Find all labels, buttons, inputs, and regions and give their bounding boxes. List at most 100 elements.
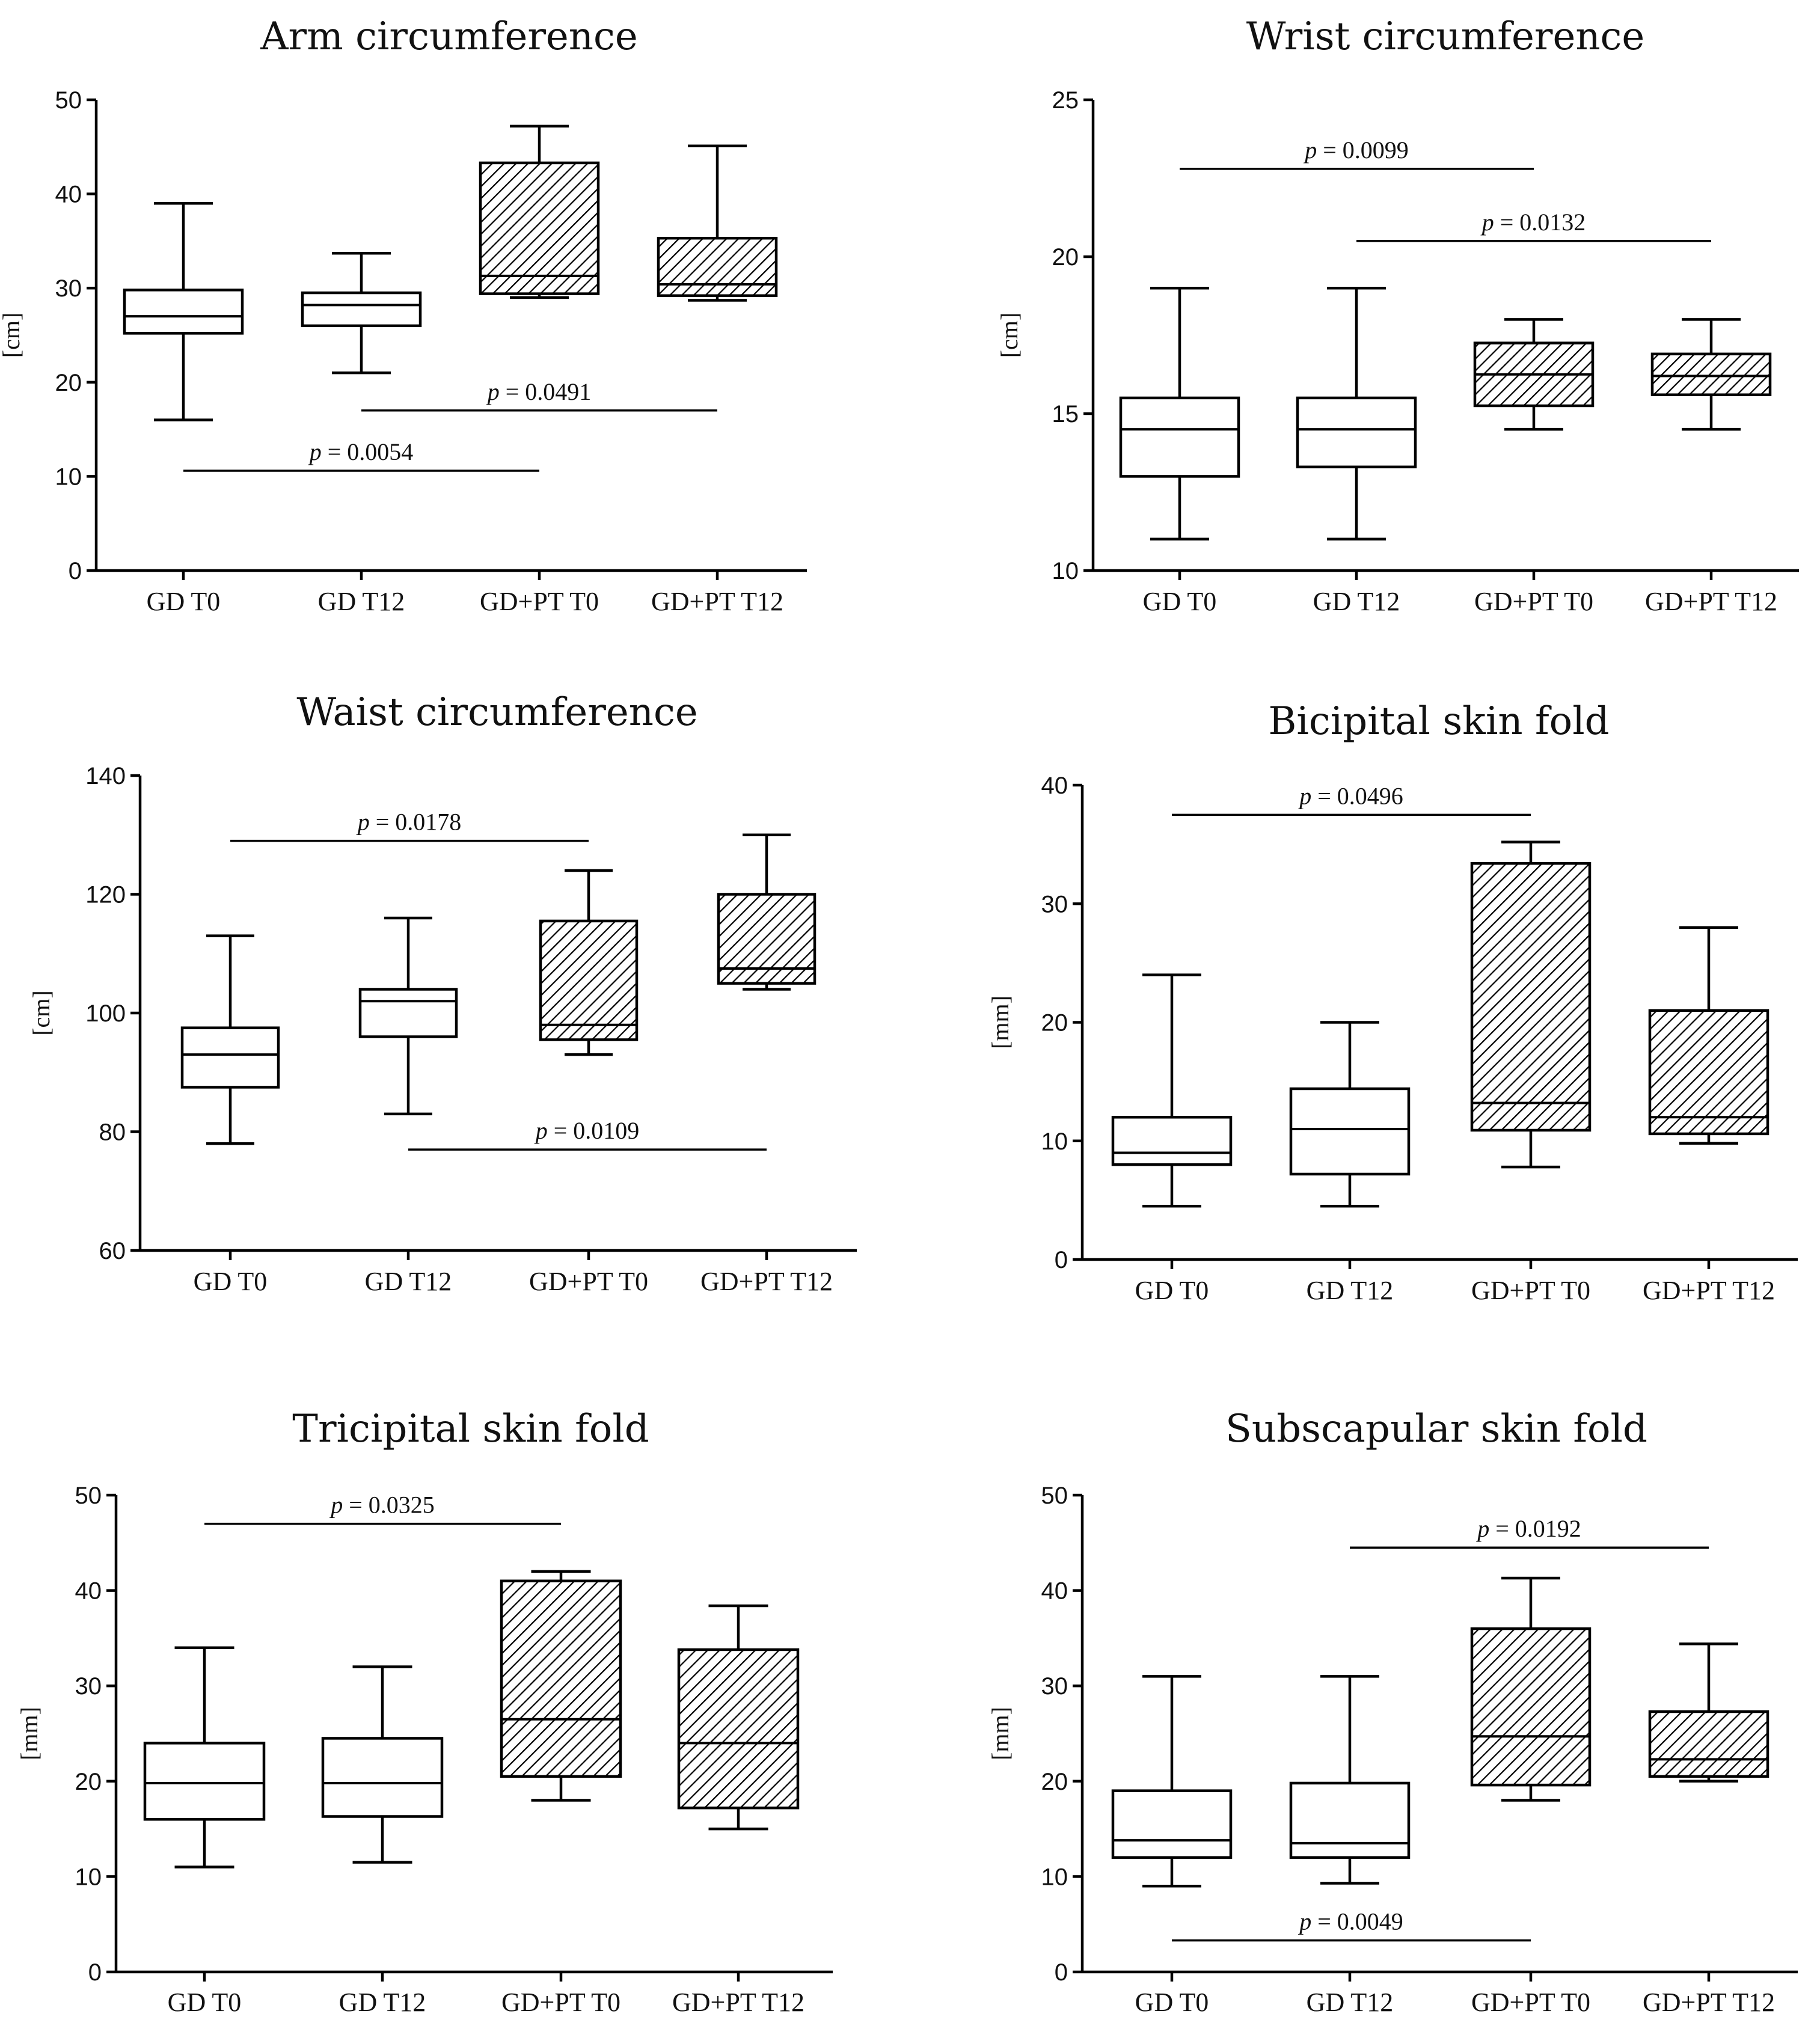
box-body <box>1289 1781 1411 1859</box>
chart-title: Wrist circumference <box>1246 14 1645 59</box>
y-axis-label: [mm] <box>987 1707 1014 1760</box>
box-gd-pt-t0 <box>500 1570 622 1802</box>
y-tick-label: 10 <box>1041 1128 1068 1155</box>
p-value-label: p = 0.0178 <box>356 809 462 836</box>
x-tick-label: GD+PT T0 <box>1471 1276 1590 1305</box>
x-tick-label: GD T0 <box>194 1267 268 1296</box>
box-body <box>677 1648 800 1810</box>
box-gd-pt-t0 <box>539 869 639 1056</box>
chart-panel-1: Arm circumference [cm] 0 10 20 30 40 50 GD T0 GD … <box>0 14 807 616</box>
x-tick-label: GD+PT T12 <box>1645 587 1777 616</box>
x-tick-label: GD T0 <box>147 587 221 616</box>
chart-panel-4: Bicipital skin fold [mm] 0 10 20 30 40 GD T0 GD … <box>987 699 1798 1305</box>
x-tick-label: GD T12 <box>1307 1276 1394 1305</box>
y-tick-label: 30 <box>55 275 82 302</box>
x-tick-label: GD T12 <box>339 1988 426 2017</box>
y-tick-label: 50 <box>1041 1483 1068 1509</box>
y-tick-label: 20 <box>1041 1010 1068 1036</box>
box-gd-pt-t0 <box>1473 318 1595 431</box>
box-body <box>1470 862 1592 1132</box>
box-body <box>1648 1710 1769 1778</box>
box-gd-pt-t12 <box>677 1604 800 1831</box>
p-value-label: p = 0.0325 <box>329 1492 435 1519</box>
box-body <box>321 1737 444 1818</box>
p-value-label: p = 0.0049 <box>1298 1908 1403 1935</box>
box-gd-t0 <box>1119 286 1240 541</box>
x-tick-label: GD+PT T12 <box>651 587 783 616</box>
x-tick-label: GD+PT T0 <box>501 1988 620 2017</box>
y-tick-label: 20 <box>55 370 82 396</box>
box-gd-pt-t12 <box>1650 318 1772 431</box>
box-body <box>500 1579 622 1778</box>
y-tick-label: 40 <box>75 1578 102 1605</box>
x-tick-label: GD T0 <box>1135 1988 1209 2017</box>
y-tick-label: 20 <box>1041 1769 1068 1795</box>
y-tick-label: 0 <box>69 558 82 584</box>
y-tick-label: 60 <box>99 1238 126 1264</box>
box-body <box>180 1026 280 1089</box>
x-tick-label: GD T12 <box>1307 1988 1394 2017</box>
y-tick-label: 20 <box>1052 244 1079 271</box>
x-tick-label: GD+PT T0 <box>1474 587 1593 616</box>
box-body <box>358 988 458 1038</box>
p-value-label: p = 0.0132 <box>1480 209 1586 236</box>
chart-panel-2: Wrist circumference [cm] 10 15 20 25 GD T0 GD T… <box>996 14 1799 616</box>
box-gd-t12 <box>1296 286 1417 541</box>
y-tick-label: 120 <box>85 882 126 908</box>
y-tick-label: 40 <box>55 182 82 208</box>
box-gd-t12 <box>321 1665 444 1864</box>
y-tick-label: 0 <box>1055 1959 1068 1986</box>
x-tick-label: GD T12 <box>1313 587 1400 616</box>
box-gd-t0 <box>1111 1675 1233 1888</box>
box-gd-pt-t12 <box>1648 1642 1769 1783</box>
x-tick-label: GD+PT T0 <box>480 587 599 616</box>
box-body <box>1111 1789 1233 1859</box>
box-gd-pt-t0 <box>1470 840 1592 1169</box>
box-body <box>479 161 600 295</box>
box-body <box>301 291 422 328</box>
p-value-label: p = 0.0192 <box>1475 1515 1581 1542</box>
box-body <box>717 893 817 985</box>
box-gd-t0 <box>1111 973 1233 1208</box>
box-gd-pt-t12 <box>1648 926 1769 1145</box>
x-tick-label: GD+PT T12 <box>672 1988 804 2017</box>
chart-panel-5: Tricipital skin fold [mm] 0 10 20 30 40 50 GD T0… <box>16 1407 833 2017</box>
y-tick-label: 0 <box>88 1959 102 1986</box>
chart-title: Arm circumference <box>260 14 637 59</box>
p-value-label: p = 0.0496 <box>1298 782 1403 809</box>
y-tick-label: 40 <box>1041 1578 1068 1605</box>
y-axis-label: [mm] <box>987 996 1014 1049</box>
chart-title: Subscapular skin fold <box>1225 1407 1647 1451</box>
chart-panel-3: Waist circumference [cm] 60 80 100 120 140 GD T… <box>28 690 857 1296</box>
box-body <box>1470 1627 1592 1787</box>
box-gd-pt-t0 <box>479 124 600 299</box>
x-tick-label: GD+PT T12 <box>1643 1276 1775 1305</box>
box-gd-t0 <box>143 1646 266 1869</box>
box-gd-t0 <box>180 934 280 1145</box>
x-tick-label: GD T12 <box>365 1267 452 1296</box>
y-tick-label: 80 <box>99 1119 126 1146</box>
chart-title: Bicipital skin fold <box>1268 699 1609 744</box>
x-tick-label: GD+PT T12 <box>700 1267 833 1296</box>
box-body <box>657 236 778 297</box>
y-tick-label: 25 <box>1052 87 1079 114</box>
box-gd-pt-t12 <box>657 144 778 302</box>
box-gd-t12 <box>301 252 422 375</box>
box-body <box>1119 396 1240 478</box>
p-value-label: p = 0.0109 <box>534 1117 640 1144</box>
y-tick-label: 10 <box>55 464 82 490</box>
y-tick-label: 0 <box>1055 1247 1068 1273</box>
chart-panel-6: Subscapular skin fold [mm] 0 10 20 30 40 50 GD T… <box>987 1407 1798 2017</box>
y-tick-label: 140 <box>85 763 126 789</box>
box-body <box>1648 1009 1769 1136</box>
x-tick-label: GD+PT T0 <box>529 1267 648 1296</box>
y-tick-label: 50 <box>55 87 82 114</box>
p-value-label: p = 0.0099 <box>1303 136 1409 164</box>
y-axis-label: [cm] <box>28 990 55 1036</box>
box-body <box>1289 1087 1411 1176</box>
x-tick-label: GD T0 <box>1143 587 1217 616</box>
box-body <box>1296 396 1417 468</box>
chart-title: Tricipital skin fold <box>292 1407 649 1451</box>
y-tick-label: 10 <box>75 1864 102 1890</box>
